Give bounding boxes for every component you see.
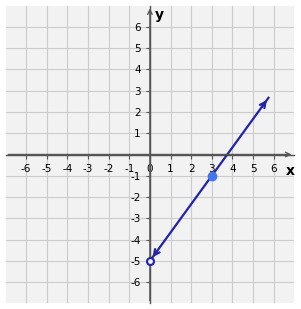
- Text: y: y: [155, 8, 164, 22]
- Text: x: x: [286, 164, 295, 178]
